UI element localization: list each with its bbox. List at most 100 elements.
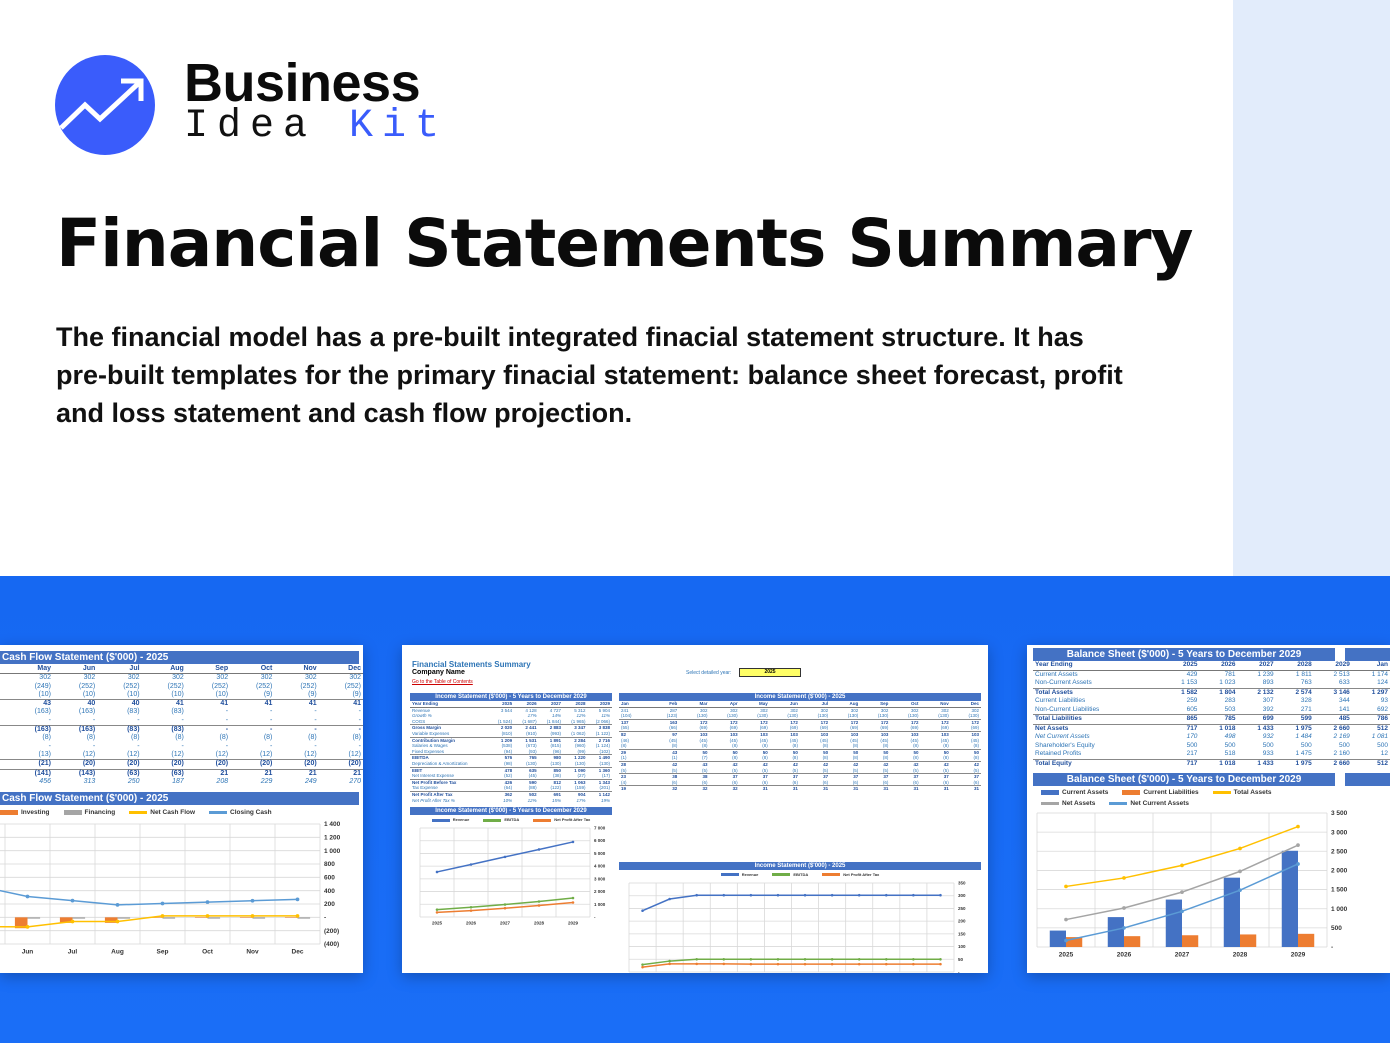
legend-item: Total Assets [1212, 789, 1272, 796]
table-cell: 2 441 [514, 724, 539, 731]
data-point [668, 959, 671, 963]
table-cell: (1 844) [546, 718, 562, 724]
table-cell: (69) [910, 725, 919, 731]
legend-item: Revenue [720, 872, 758, 877]
legend-swatch [822, 873, 841, 877]
y-tick-label: 7 000 [594, 826, 606, 831]
table-cell: 37 [860, 773, 891, 780]
table-cell: 313 [83, 777, 96, 785]
table-cell: 32 [649, 785, 680, 792]
table-cell: - [181, 742, 184, 750]
table-row: Net Profit After Tax % 10% 12% 15% 17% 19% [410, 798, 612, 804]
table-cell: (8) [913, 743, 919, 749]
bar [194, 917, 208, 918]
data-point [295, 897, 300, 902]
table-cell: 38 [649, 773, 680, 780]
data-point [695, 957, 698, 961]
table-cell: (45) [880, 737, 889, 743]
table-cell: (27) [577, 773, 586, 779]
table-cell: 786 [1351, 714, 1390, 724]
y-tick-label: 1 000 [1331, 906, 1348, 913]
table-cell: (8) [943, 743, 949, 749]
table-cell: 302 [941, 707, 949, 713]
table-cell: (5) [762, 767, 768, 773]
table-cell: 302 [790, 707, 798, 713]
data-point [722, 893, 726, 897]
bar [252, 917, 266, 919]
table-cell: 1 891 [538, 736, 564, 744]
table-cell: (45) [699, 737, 708, 743]
table-cell: Retained Profits [1035, 750, 1082, 757]
y-tick-label: 200 [958, 919, 966, 924]
table-cell: 302 [216, 674, 229, 682]
table-cell: 500 [1186, 741, 1198, 749]
column-header: Year Ending [1033, 661, 1162, 671]
table-cell: Total Liabilities [1033, 714, 1162, 724]
table-cell: (8) [86, 734, 96, 742]
table-cell: 2 169 [1333, 733, 1350, 740]
table-cell: Net Profit After Tax % [412, 797, 455, 803]
y-tick-label: 4 000 [594, 864, 606, 869]
table-cell: (5) [732, 767, 738, 773]
table-row: (21) (20) (20) (20) (20) (20) (20) (20) [0, 759, 363, 770]
data-point [469, 906, 473, 909]
data-point [295, 914, 300, 918]
data-point [749, 893, 753, 897]
bar [72, 917, 86, 919]
table-cell: 271 [1300, 705, 1312, 713]
x-tick-label: Jun [22, 949, 34, 956]
table-row: Revenue 3 544 4 128 4 727 5 312 5 904 [410, 707, 612, 713]
y-tick-label: 1 000 [594, 902, 606, 907]
table-cell: 307 [1262, 697, 1274, 704]
data-point [857, 893, 861, 897]
column-header: Jun [769, 701, 800, 708]
table-cell: 426 [489, 778, 515, 786]
table-cell: 15% [552, 797, 562, 803]
table-cell: 1 063 [563, 778, 588, 786]
table-cell: (130) [938, 713, 949, 719]
table-cell: 512 [1351, 758, 1390, 768]
table-cell: (5) [913, 767, 919, 773]
table-row: Gross Margin 2 020 2 441 2 883 3 347 3 838 [410, 724, 612, 731]
background-strip [1233, 0, 1390, 576]
table-row: 241 287 302 302 302 302 302 302 302 302 302 302 [619, 707, 981, 713]
data-point [885, 957, 888, 961]
table-cell: 172 [860, 718, 891, 726]
table-cell: (45) [759, 737, 768, 743]
data-point [205, 914, 210, 918]
table-cell: (810) [501, 730, 513, 736]
table-cell: Revenue [412, 707, 431, 713]
data-point [25, 925, 30, 929]
select-year-input[interactable]: 2025 [739, 668, 801, 677]
table-row: Current Liabilities 259 283 307 328 344 93 [1033, 697, 1390, 706]
data-point [749, 962, 753, 966]
table-cell: 3 347 [563, 724, 588, 731]
column-header: Aug [830, 701, 861, 708]
data-point [1238, 888, 1242, 893]
chart-legend: Revenue EBITDA Net Profit After Tax [410, 817, 612, 822]
table-cell: 1 433 [1237, 723, 1276, 733]
table-cell: (122) [550, 785, 562, 791]
data-point [1296, 843, 1300, 848]
legend-label: Net Assets [1062, 800, 1096, 807]
table-cell: (8) [913, 755, 919, 761]
table-cell: 1 433 [1237, 758, 1276, 768]
table-cell: (69) [820, 725, 829, 731]
data-point [912, 957, 915, 961]
monthly-income-table: Jan Feb Mar Apr May Jun Jul Aug Sep Oct Nov Dec 241 2… [619, 701, 981, 792]
table-row: (46) (45) (45) (45) (45) (45) (45) (45) (45) (45)… [619, 738, 981, 744]
toc-link[interactable]: Go to the Table of Contents [412, 679, 473, 685]
y-tick-label: 1 200 [324, 835, 341, 842]
table-cell: (12) [171, 750, 184, 758]
table-row: Fixed Expenses (94) (93) (96) (99) (102) [410, 749, 612, 755]
table-cell: (8) [130, 734, 140, 742]
y-tick-label: 300 [958, 893, 966, 898]
table-cell: 478 [489, 766, 515, 774]
page-description: The financial model has a pre-built inte… [56, 322, 1123, 428]
table-cell: (104) [621, 713, 632, 719]
table-cell: (163) [8, 725, 53, 735]
table-cell: 17% [527, 713, 537, 719]
table-cell: 302 [850, 707, 859, 713]
table-cell: (64) [504, 785, 513, 791]
column-header: Sep [860, 701, 891, 708]
